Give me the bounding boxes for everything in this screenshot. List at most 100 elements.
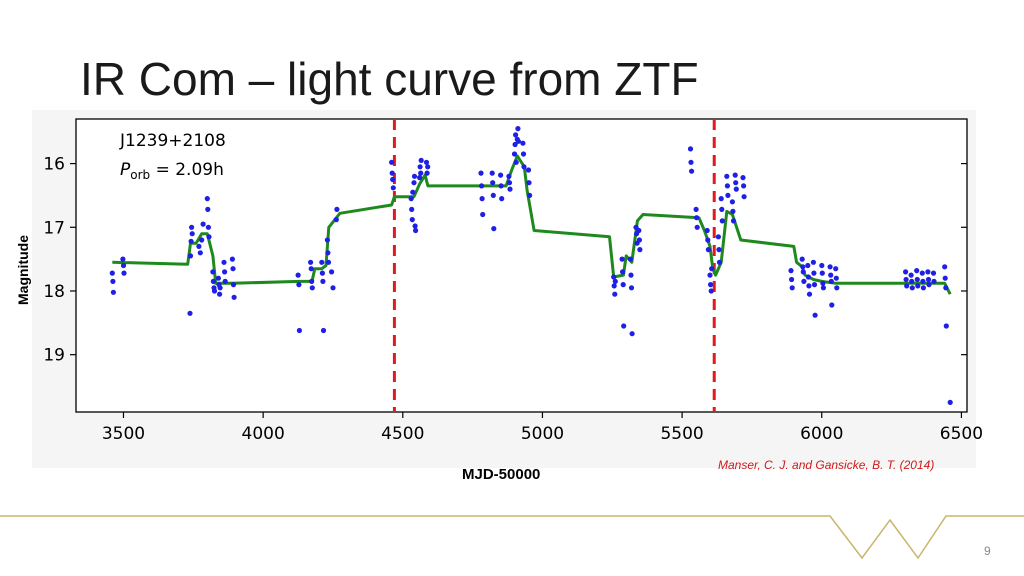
data-point bbox=[527, 192, 533, 198]
y-tick-label: 18 bbox=[43, 282, 65, 302]
data-point bbox=[411, 173, 418, 179]
data-point bbox=[811, 282, 818, 288]
data-point bbox=[197, 250, 203, 256]
data-point bbox=[507, 186, 513, 192]
data-point bbox=[909, 285, 915, 291]
data-point bbox=[730, 208, 736, 214]
data-point bbox=[333, 217, 339, 223]
data-point bbox=[719, 206, 725, 212]
data-point bbox=[805, 274, 812, 280]
data-point bbox=[230, 282, 237, 288]
data-point bbox=[612, 291, 618, 297]
data-point bbox=[325, 250, 331, 256]
data-point bbox=[499, 196, 505, 202]
data-point bbox=[693, 206, 699, 212]
data-point bbox=[705, 247, 712, 253]
data-point bbox=[709, 266, 715, 272]
data-point bbox=[908, 272, 914, 278]
data-point bbox=[221, 259, 227, 265]
data-point bbox=[320, 327, 327, 334]
data-point bbox=[389, 159, 395, 165]
data-point bbox=[806, 283, 812, 289]
data-point bbox=[833, 275, 839, 281]
data-point bbox=[611, 274, 617, 280]
data-point bbox=[925, 269, 931, 275]
data-point bbox=[915, 283, 921, 289]
y-tick-label: 16 bbox=[43, 155, 65, 175]
annotation-period-symbol: P bbox=[120, 160, 131, 180]
data-point bbox=[724, 173, 730, 179]
data-point bbox=[410, 189, 416, 195]
data-point bbox=[296, 327, 302, 334]
data-point bbox=[109, 270, 115, 276]
data-point bbox=[205, 206, 211, 212]
data-point bbox=[740, 175, 746, 181]
y-tick-label: 17 bbox=[43, 218, 65, 238]
data-point bbox=[733, 180, 739, 186]
data-point bbox=[110, 289, 116, 295]
data-point bbox=[204, 196, 210, 202]
data-point bbox=[188, 238, 194, 244]
data-point bbox=[687, 146, 694, 152]
data-point bbox=[390, 185, 396, 191]
data-point bbox=[231, 294, 237, 300]
data-point bbox=[215, 275, 221, 281]
data-point bbox=[909, 278, 915, 284]
data-point bbox=[425, 164, 431, 170]
data-point bbox=[705, 237, 711, 243]
data-point bbox=[513, 132, 519, 138]
data-point bbox=[829, 302, 835, 308]
data-point bbox=[627, 256, 634, 262]
data-point bbox=[611, 283, 617, 289]
data-point bbox=[704, 227, 710, 234]
data-point bbox=[789, 285, 795, 291]
data-point bbox=[334, 206, 340, 212]
data-point bbox=[498, 183, 504, 189]
data-point bbox=[741, 183, 747, 189]
data-point bbox=[324, 237, 330, 243]
data-point bbox=[189, 224, 195, 230]
data-point bbox=[308, 266, 314, 272]
data-point bbox=[903, 269, 909, 275]
data-point bbox=[205, 224, 211, 230]
data-point bbox=[789, 276, 795, 283]
x-tick-label: 4500 bbox=[381, 424, 424, 444]
data-point bbox=[513, 159, 519, 165]
data-point bbox=[688, 159, 694, 165]
data-point bbox=[490, 180, 496, 186]
data-point bbox=[943, 285, 949, 291]
data-point bbox=[512, 141, 518, 148]
data-point bbox=[526, 180, 532, 186]
data-point bbox=[716, 247, 722, 253]
data-point bbox=[389, 170, 395, 176]
data-point bbox=[719, 218, 725, 224]
data-point bbox=[210, 269, 216, 275]
data-point bbox=[490, 192, 496, 198]
x-tick-label: 3500 bbox=[102, 424, 145, 444]
x-axis-label: MJD-50000 bbox=[462, 466, 541, 483]
data-point bbox=[478, 170, 484, 176]
data-point bbox=[210, 278, 216, 284]
data-point bbox=[629, 331, 635, 337]
data-point bbox=[187, 253, 194, 259]
data-point bbox=[498, 172, 504, 178]
data-point bbox=[834, 285, 840, 291]
data-point bbox=[296, 282, 302, 288]
annotation-object-name: J1239+2108 bbox=[119, 131, 226, 151]
data-point bbox=[424, 170, 430, 176]
data-point bbox=[724, 183, 731, 189]
vertical-markers bbox=[392, 119, 716, 412]
data-point bbox=[620, 269, 626, 275]
annotation-period-value: = 2.09h bbox=[150, 160, 224, 180]
data-point bbox=[189, 231, 195, 237]
data-point bbox=[732, 172, 738, 178]
slide-title: IR Com – light curve from ZTF bbox=[80, 53, 699, 105]
data-point bbox=[309, 278, 315, 284]
plot-area bbox=[75, 118, 968, 413]
data-point bbox=[801, 278, 807, 284]
data-point bbox=[903, 276, 909, 283]
data-point bbox=[694, 224, 700, 230]
data-point bbox=[730, 218, 737, 224]
data-point bbox=[612, 278, 618, 284]
